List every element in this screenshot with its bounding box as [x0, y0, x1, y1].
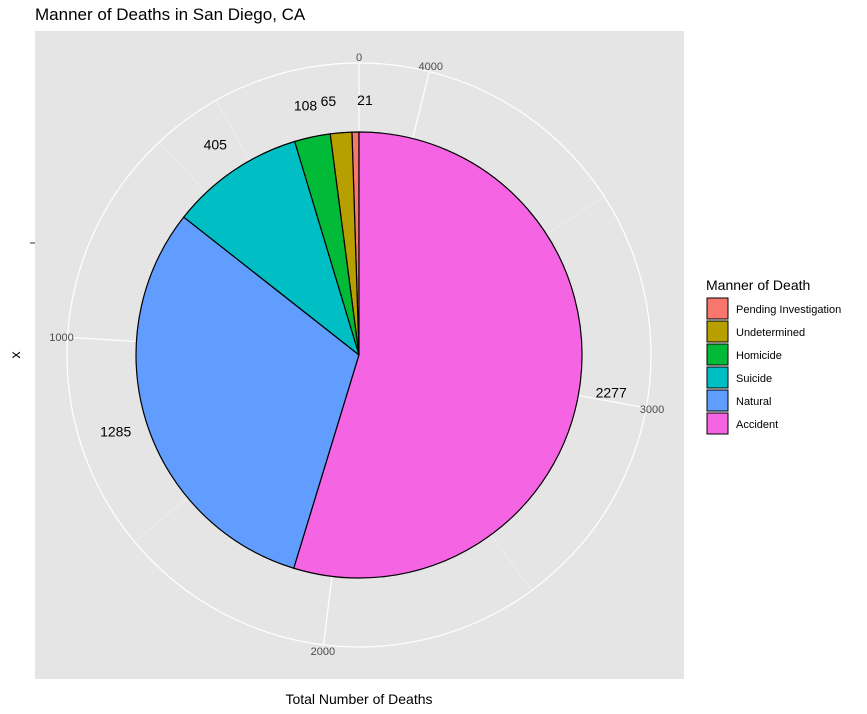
data-label-undetermined: 65 — [321, 93, 337, 109]
radial-tick-label: 4000 — [418, 61, 442, 73]
legend-swatch — [706, 297, 729, 320]
legend-swatch — [706, 320, 729, 343]
radial-tick-label: 3000 — [640, 404, 664, 416]
data-label-accident: 2277 — [596, 385, 627, 401]
x-axis-title: Total Number of Deaths — [285, 691, 432, 707]
radial-tick-label: 0 — [356, 52, 362, 64]
legend-swatch — [706, 412, 729, 435]
legend-swatch — [706, 343, 729, 366]
legend-label: Homicide — [736, 350, 782, 362]
pie-slices — [135, 131, 583, 579]
radial-tick-label: 1000 — [49, 332, 73, 344]
pie-slice-suicide — [182, 140, 361, 357]
radial-tick-label: 2000 — [311, 646, 335, 658]
legend-label: Suicide — [736, 373, 772, 385]
legend-swatch — [706, 366, 729, 389]
legend-label: Undetermined — [736, 327, 805, 339]
data-label-natural: 1285 — [100, 423, 131, 439]
y-axis-title: x — [7, 352, 23, 359]
legend-label: Pending Investigation — [736, 304, 841, 316]
pie-slice-natural — [135, 216, 360, 570]
pie-slice-accident — [293, 131, 583, 579]
legend: Manner of Death Pending Investigation Und… — [706, 277, 841, 435]
data-label-pending-investigation: 21 — [357, 92, 373, 108]
legend-swatch — [706, 389, 729, 412]
legend-label: Accident — [736, 419, 778, 431]
data-label-suicide: 405 — [204, 136, 228, 152]
legend-label: Natural — [736, 396, 771, 408]
legend-title: Manner of Death — [706, 277, 810, 293]
chart-title: Manner of Deaths in San Diego, CA — [35, 5, 306, 24]
radial-tick-labels: 0 1000 2000 3000 4000 — [49, 52, 664, 658]
data-label-homicide: 108 — [294, 98, 318, 114]
